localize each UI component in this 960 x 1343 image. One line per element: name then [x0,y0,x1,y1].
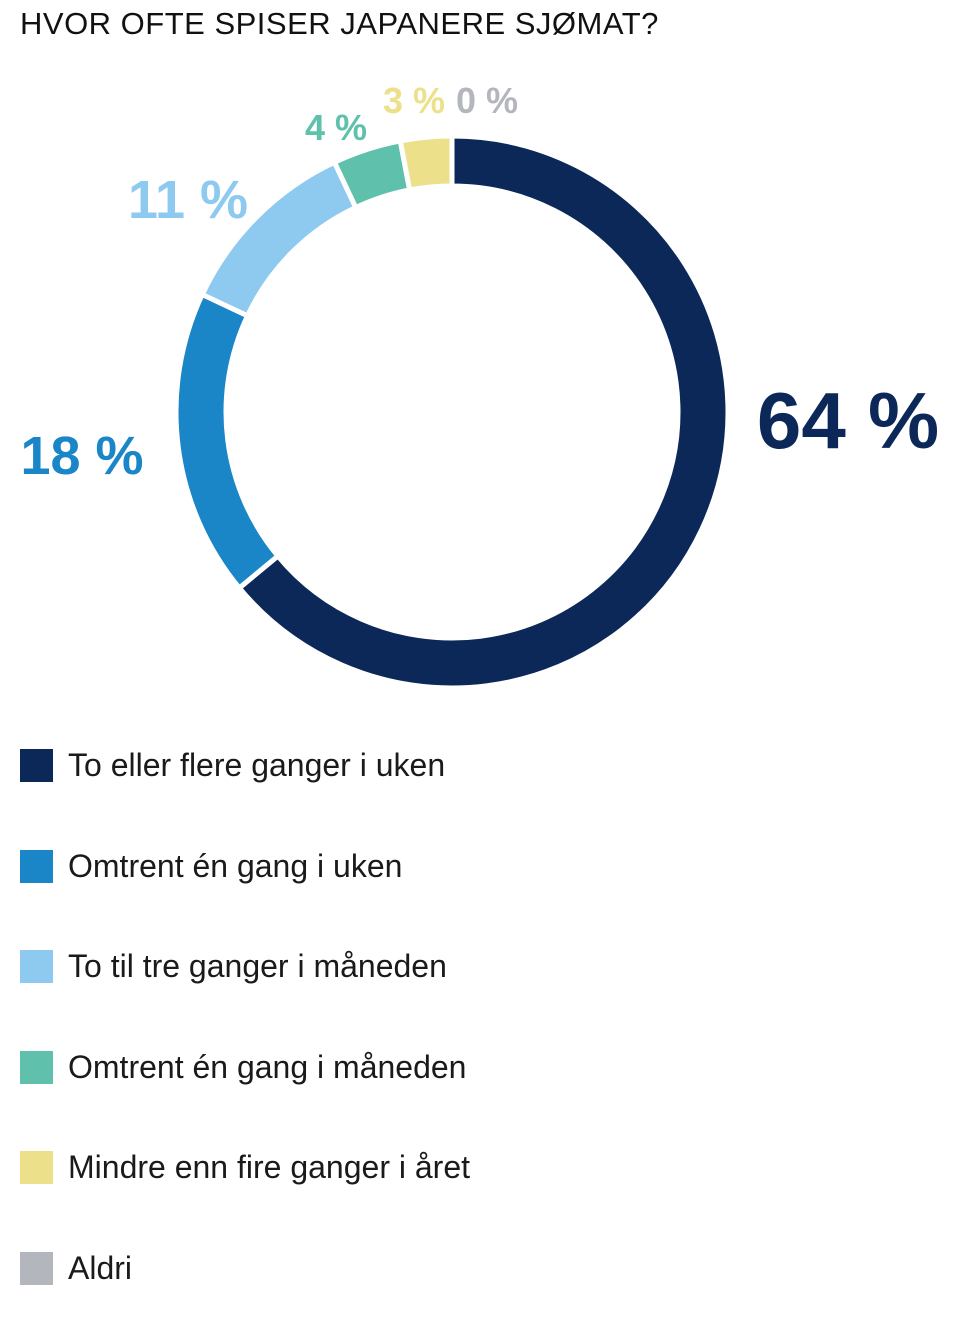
donut-slice [400,136,452,190]
slice-data-label: 11 % [128,170,248,230]
donut-chart: 64 % 18 % 11 % 4 % 3 % 0 % [0,0,960,700]
legend-item: To til tre ganger i måneden [20,941,470,1042]
legend-swatch [20,749,53,782]
slice-data-label: 64 % [757,376,939,465]
legend-label: To eller flere ganger i uken [68,740,445,790]
slice-data-label: 4 % [305,107,367,148]
legend-label: Omtrent én gang i uken [68,841,402,891]
chart-legend: To eller flere ganger i uken Omtrent én g… [20,740,470,1343]
legend-label: To til tre ganger i måneden [68,941,447,991]
legend-item: Omtrent én gang i uken [20,841,470,942]
legend-swatch [20,1252,53,1285]
legend-label: Aldri [68,1243,132,1293]
slice-data-label: 0 % [456,80,518,121]
slice-data-label: 18 % [20,426,143,486]
legend-item: Aldri [20,1243,470,1343]
slice-data-label: 3 % [383,80,445,121]
legend-item: Omtrent én gang i måneden [20,1042,470,1143]
legend-swatch [20,1051,53,1084]
legend-item: To eller flere ganger i uken [20,740,470,841]
donut-slice [176,294,278,587]
legend-label: Omtrent én gang i måneden [68,1042,466,1092]
legend-swatch [20,850,53,883]
legend-item: Mindre enn fire ganger i året [20,1142,470,1243]
legend-swatch [20,1151,53,1184]
legend-label: Mindre enn fire ganger i året [68,1142,470,1192]
legend-swatch [20,950,53,983]
